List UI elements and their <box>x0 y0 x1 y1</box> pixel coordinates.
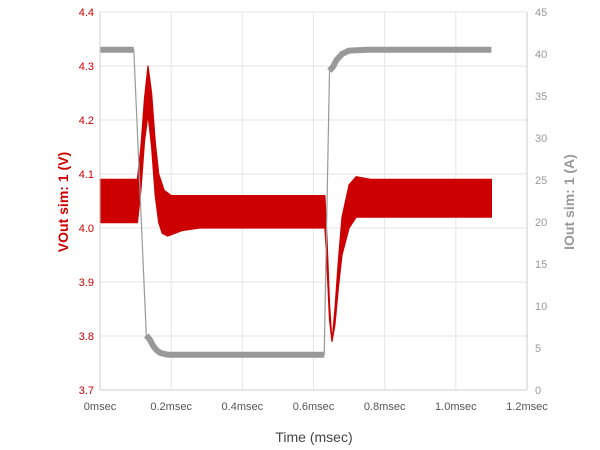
right-y-tick-label: 40 <box>535 49 547 61</box>
x-tick-label: 1.2msec <box>506 401 548 413</box>
left-y-tick-label: 3.9 <box>79 277 94 289</box>
right-y-axis-title: IOut sim: 1 (A) <box>561 154 577 250</box>
right-y-tick-label: 5 <box>535 343 541 355</box>
right-y-tick-label: 35 <box>535 91 547 103</box>
left-y-tick-label: 4.4 <box>79 7 94 19</box>
vout-series-band <box>99 65 492 342</box>
axis-layer <box>99 12 528 391</box>
left-y-tick-label: 4.3 <box>79 61 94 73</box>
series-layer <box>99 46 492 358</box>
x-axis-title: Time (msec) <box>275 429 352 445</box>
left-y-axis-title: VOut sim: 1 (V) <box>55 152 71 252</box>
left-y-tick-label: 4.1 <box>79 169 94 181</box>
x-tick-label: 0.8msec <box>364 401 406 413</box>
x-tick-label: 0msec <box>84 401 117 413</box>
right-y-tick-label: 20 <box>535 217 547 229</box>
right-y-tick-label: 10 <box>535 301 547 313</box>
x-tick-label: 1.0msec <box>435 401 477 413</box>
x-tick-label: 0.6msec <box>293 401 335 413</box>
left-y-tick-label: 4.0 <box>79 223 94 235</box>
right-y-tick-label: 25 <box>535 175 547 187</box>
right-y-tick-label: 15 <box>535 259 547 271</box>
left-y-tick-label: 3.8 <box>79 331 94 343</box>
left-y-tick-label: 4.2 <box>79 115 94 127</box>
right-y-tick-label: 0 <box>535 385 541 397</box>
right-y-tick-label: 30 <box>535 133 547 145</box>
tick-layer: 0msec 0.2msec 0.4msec 0.6msec 0.8msec 1.0msec… <box>79 7 549 413</box>
left-y-tick-label: 3.7 <box>79 385 94 397</box>
x-tick-label: 0.4msec <box>222 401 264 413</box>
right-y-tick-label: 45 <box>535 7 547 19</box>
iout-series-line-2 <box>327 46 492 73</box>
x-tick-label: 0.2msec <box>150 401 192 413</box>
iout-series-line-1 <box>143 333 325 358</box>
